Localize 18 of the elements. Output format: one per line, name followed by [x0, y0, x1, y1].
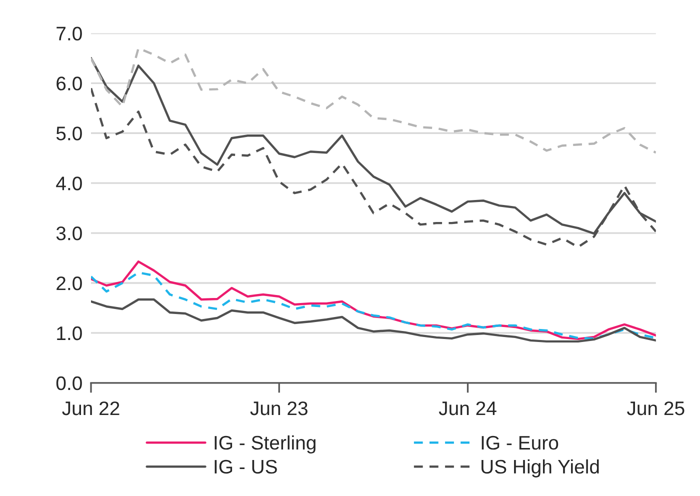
y-tick-label: 1.0 — [57, 326, 82, 340]
y-tick-label: 5.0 — [56, 126, 82, 140]
x-tick-label: Jun 24 — [438, 401, 496, 416]
x-tick-label: Jun 22 — [62, 401, 120, 416]
line-series — [91, 298, 656, 343]
legend-label: IG - Sterling — [214, 435, 316, 454]
y-tick-label: 6.0 — [56, 76, 82, 90]
legend-label: IG - Euro — [482, 436, 558, 450]
y-tick-label: 2.0 — [56, 276, 82, 290]
y-tick-label: 7.0 — [56, 26, 82, 40]
x-tick-label: Jun 23 — [250, 401, 308, 416]
y-tick-label: 0.0 — [56, 376, 82, 390]
legend-label: US High Yield — [482, 459, 599, 478]
x-tick-label: Jun 25 — [627, 401, 684, 416]
legend-label: IG - US — [214, 460, 277, 474]
y-tick-label: 4.0 — [56, 176, 82, 190]
line-series — [91, 47, 656, 154]
y-tick-label: 3.0 — [56, 226, 82, 240]
